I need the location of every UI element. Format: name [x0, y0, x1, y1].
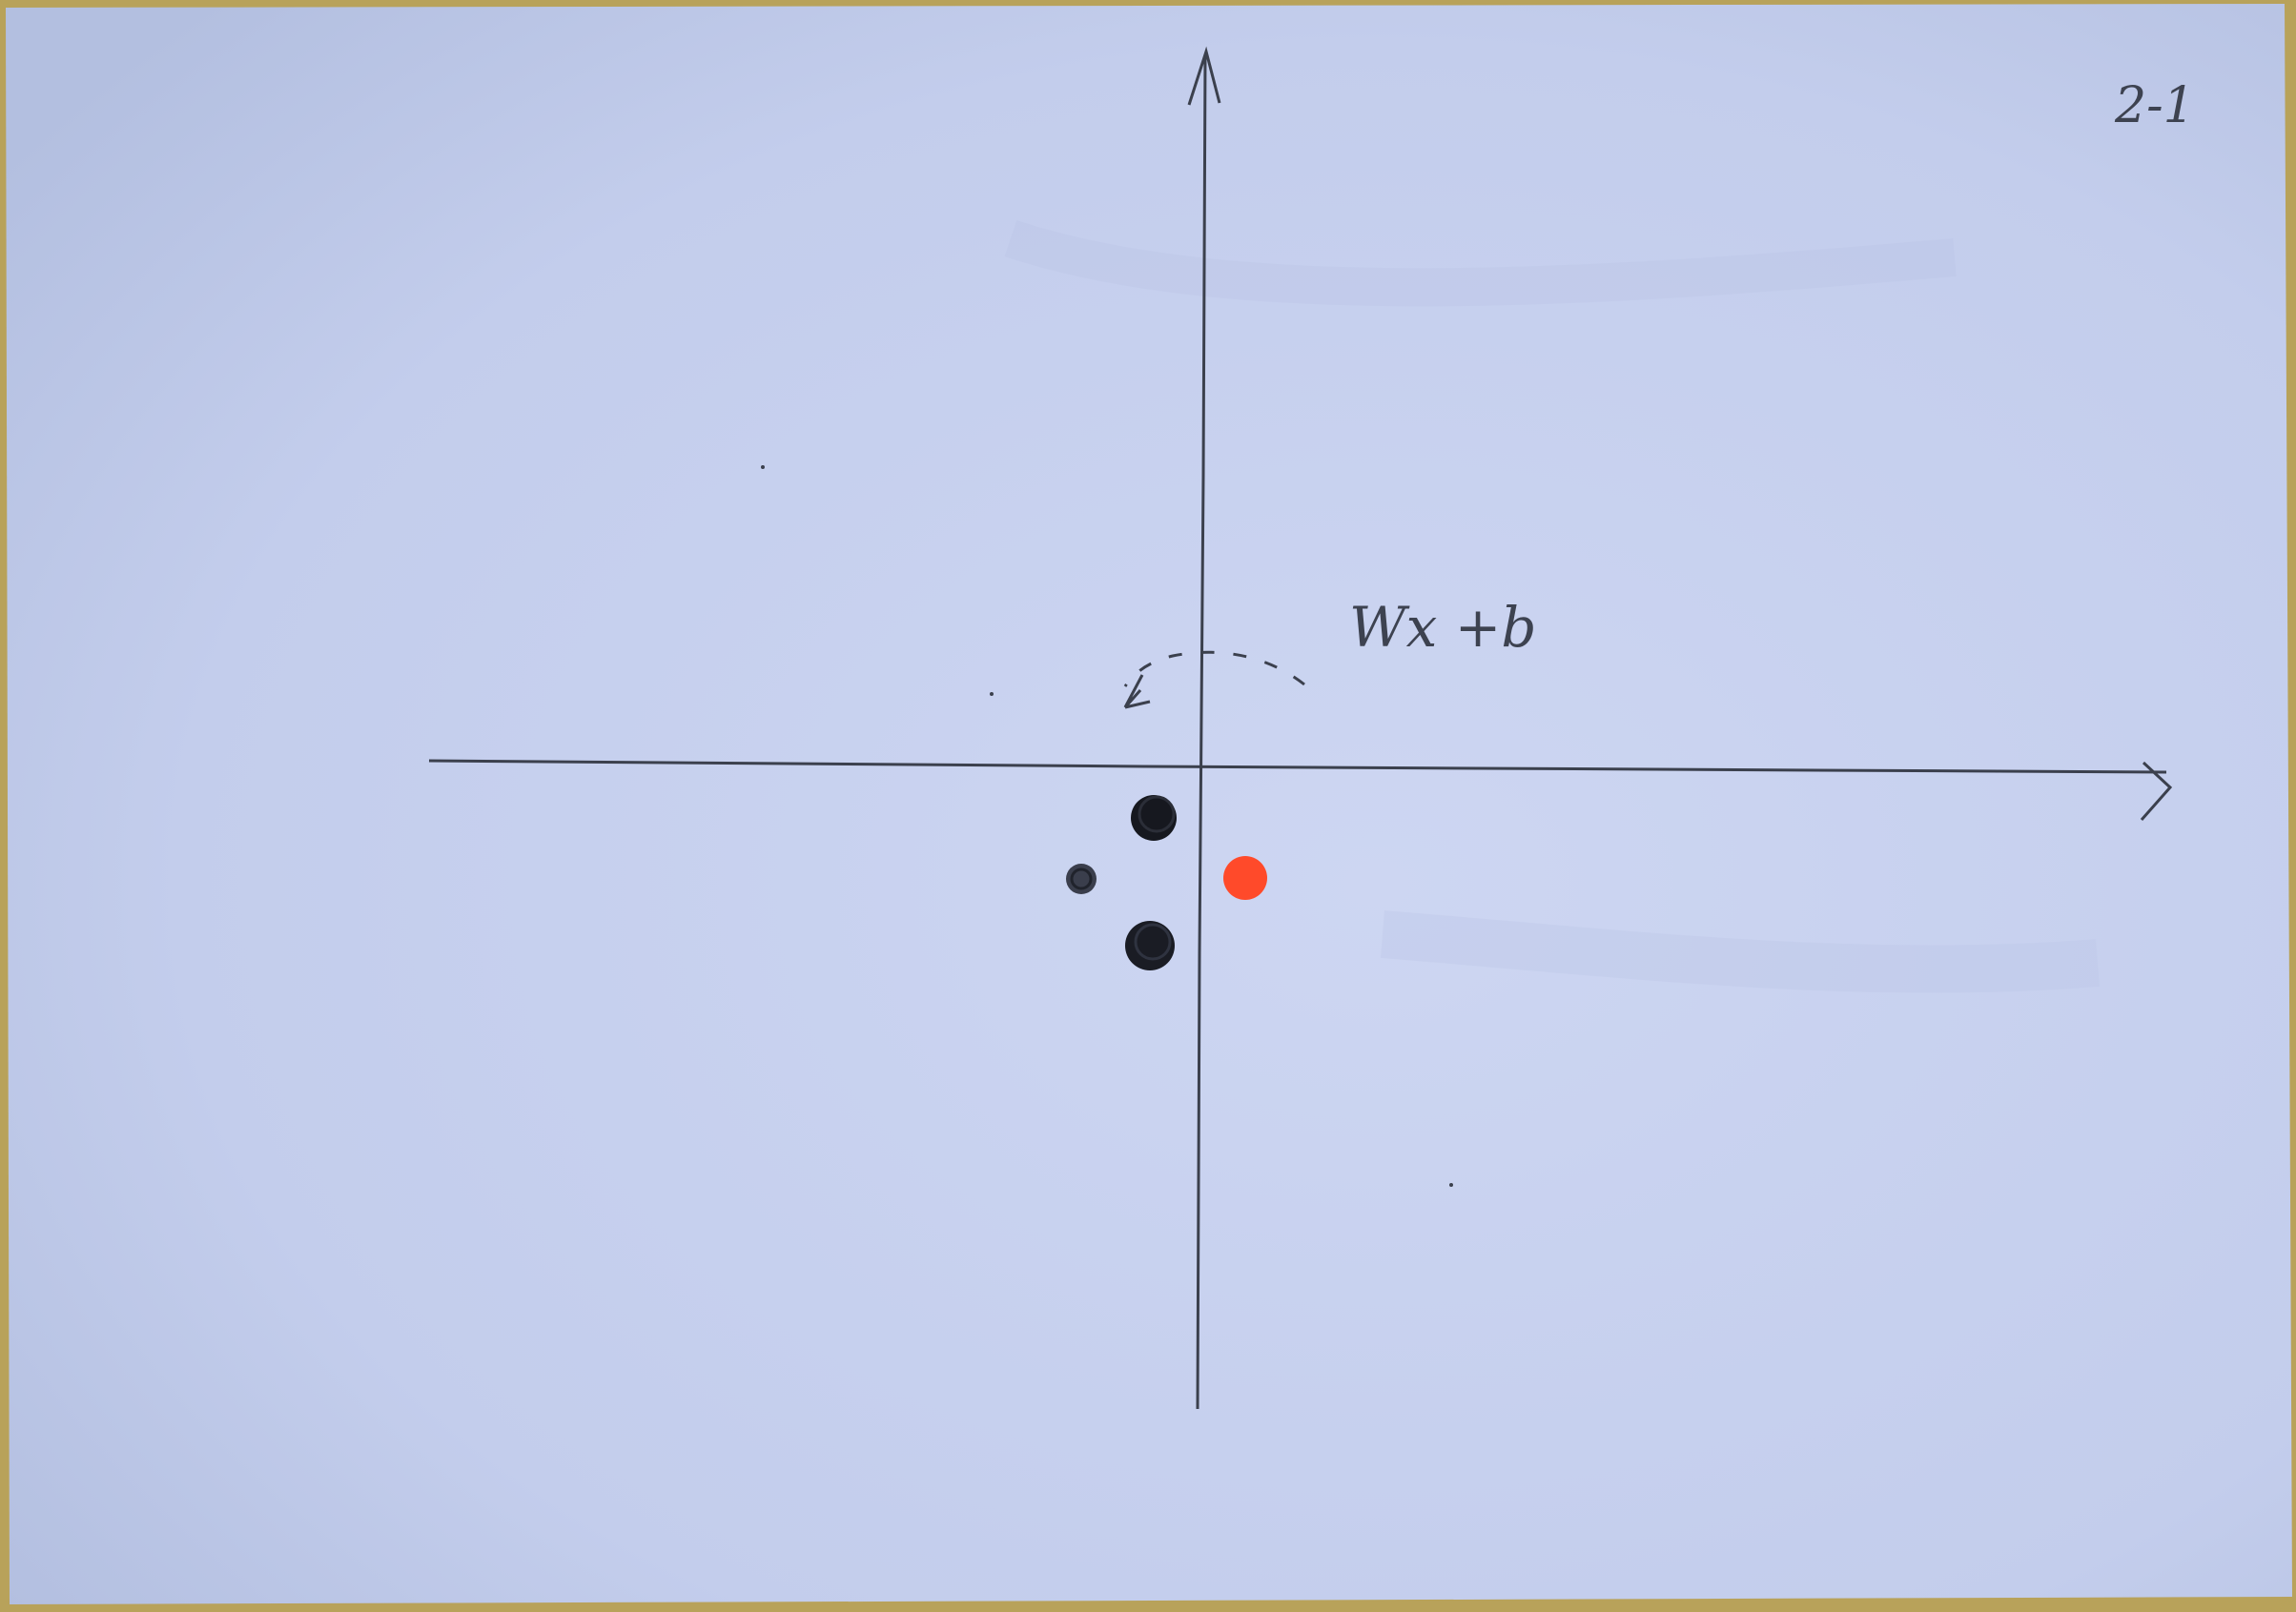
- y-axis-arrowhead: [1187, 46, 1221, 106]
- black-dot-lower: [1125, 921, 1175, 970]
- y-axis: [1196, 54, 1207, 1410]
- rotate-arrow-icon: [1123, 650, 1305, 687]
- x-axis-arrowhead: [2140, 761, 2173, 821]
- page-label: 2-1: [2114, 77, 2195, 134]
- x-axis: [428, 759, 2167, 774]
- rotate-arrow-head: [1123, 674, 1151, 709]
- annotation-text: Wx +b: [1349, 595, 1537, 660]
- red-dot: [1223, 856, 1267, 900]
